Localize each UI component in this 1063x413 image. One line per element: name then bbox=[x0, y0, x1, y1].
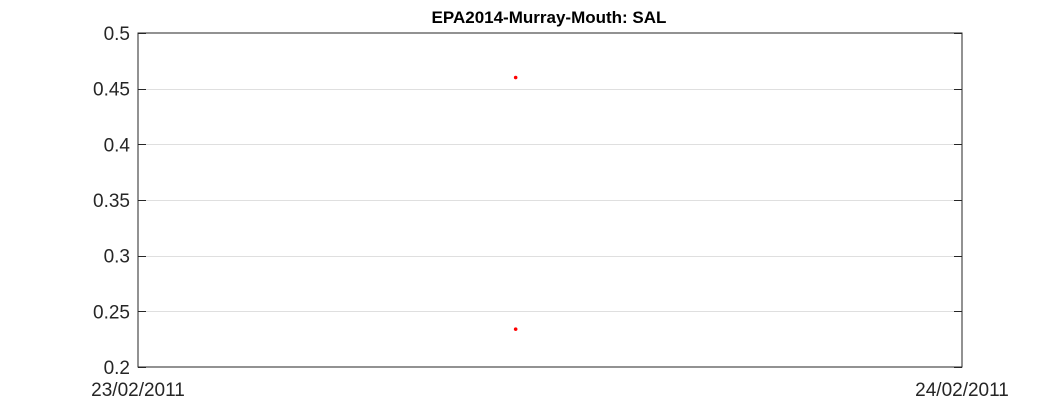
data-points bbox=[513, 75, 518, 331]
data-point bbox=[513, 327, 518, 331]
y-axis: 0.2 0.25 0.3 0.35 0.4 0.45 0.5 bbox=[93, 24, 962, 379]
chart-title: EPA2014-Murray-Mouth: SAL bbox=[432, 8, 667, 27]
y-tick-label: 0.2 bbox=[104, 358, 130, 379]
y-tick-label: 0.25 bbox=[93, 302, 130, 323]
y-tick-label: 0.4 bbox=[104, 135, 131, 156]
x-tick-label: 24/02/2011 bbox=[915, 380, 1009, 401]
grid-lines bbox=[138, 89, 962, 312]
x-tick-label: 23/02/2011 bbox=[91, 380, 185, 401]
x-axis: 23/02/2011 24/02/2011 bbox=[91, 380, 1009, 401]
data-point bbox=[513, 75, 518, 80]
y-tick-label: 0.35 bbox=[93, 191, 130, 212]
y-tick-label: 0.45 bbox=[93, 80, 130, 101]
y-tick-label: 0.5 bbox=[104, 24, 130, 45]
y-tick-label: 0.3 bbox=[104, 247, 130, 268]
